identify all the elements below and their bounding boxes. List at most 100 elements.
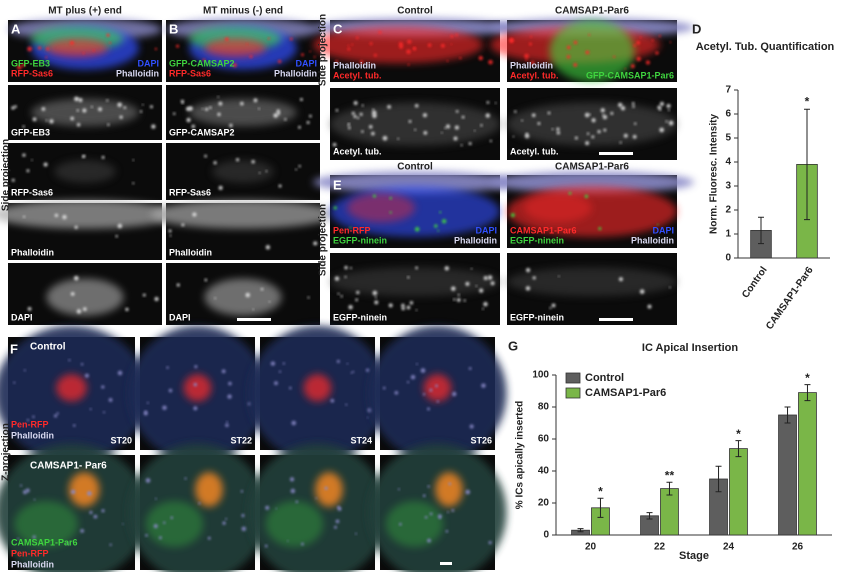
signal-dot <box>309 50 311 53</box>
signal-dot <box>610 111 614 115</box>
signal-dot <box>568 191 572 195</box>
signal-dot <box>446 59 449 62</box>
signal-dot <box>651 39 654 42</box>
signal-dot <box>270 361 276 366</box>
signal-dot <box>470 267 473 270</box>
signal-dot <box>198 502 201 505</box>
signal-dot <box>208 106 212 109</box>
y-tick-label: 1 <box>725 229 731 240</box>
signal-dot <box>537 122 541 125</box>
signal-dot <box>666 103 671 109</box>
signal-dot <box>524 53 529 59</box>
signal-dot <box>70 489 76 495</box>
signal-dot <box>108 398 113 402</box>
signal-dot <box>374 296 377 299</box>
signal-dot <box>11 106 15 110</box>
signal-dot <box>480 124 483 127</box>
label: GFP-CAMSAP1-Par6 <box>586 70 674 80</box>
signal-dot <box>482 307 484 310</box>
signal-dot <box>66 542 70 545</box>
micrograph-signal <box>0 325 148 462</box>
error-bar <box>715 465 722 493</box>
signal-dot <box>27 46 32 52</box>
label: Acetyl. tub. <box>333 146 382 156</box>
x-axis-label: Stage <box>679 550 709 562</box>
signal-glow <box>150 200 336 229</box>
signal-dot <box>299 98 303 101</box>
signal-dot <box>481 383 486 388</box>
signal-dot <box>330 398 335 403</box>
legend-label: CAMSAP1-Par6 <box>585 387 666 399</box>
legend-label: Control <box>585 372 624 384</box>
signal-dot <box>486 101 490 104</box>
signal-dot <box>669 41 672 44</box>
signal-dot <box>298 164 301 168</box>
micrograph-signal <box>313 171 517 238</box>
signal-dot <box>109 41 112 44</box>
signal-dot <box>397 137 400 140</box>
signal-dot <box>355 532 357 535</box>
signal-dot <box>478 55 483 61</box>
signal-glow <box>212 160 274 183</box>
signal-dot <box>558 275 560 278</box>
signal-dot <box>16 64 22 70</box>
signal-dot <box>119 115 123 119</box>
label: CAMSAP1-Par6 <box>555 162 629 173</box>
signal-dot <box>490 281 495 286</box>
signal-dot <box>489 139 493 143</box>
signal-dot <box>408 120 412 123</box>
label: Phalloidin <box>274 68 317 78</box>
micrograph-signal <box>166 18 320 70</box>
signal-dot <box>450 286 456 291</box>
y-tick-label: 4 <box>725 157 731 168</box>
signal-dot <box>132 182 135 185</box>
micrograph-signal <box>128 443 267 572</box>
y-tick-label: 60 <box>538 434 550 445</box>
signal-dot <box>335 519 340 524</box>
signal-dot <box>252 308 255 311</box>
signal-dot <box>494 102 497 104</box>
signal-dot <box>409 301 414 305</box>
signal-dot <box>32 117 37 122</box>
signal-dot <box>19 484 23 487</box>
y-tick-label: 0 <box>725 253 731 264</box>
chart-title: IC Apical Insertion <box>642 342 738 354</box>
signal-dot <box>394 390 399 395</box>
label: ST26 <box>470 435 492 445</box>
signal-dot <box>240 101 244 106</box>
signal-dot <box>235 158 240 162</box>
signal-dot <box>184 477 187 480</box>
signal-dot <box>337 505 340 509</box>
signal-dot <box>659 127 665 133</box>
legend-swatch <box>565 372 581 384</box>
label: Phalloidin <box>11 559 54 569</box>
signal-dot <box>217 112 221 117</box>
signal-dot <box>591 135 595 139</box>
y-tick-label: 20 <box>538 498 550 509</box>
signal-dot <box>636 56 641 62</box>
signal-dot <box>414 226 420 232</box>
signal-dot <box>514 110 517 113</box>
signal-dot <box>344 275 347 279</box>
x-tick-label: Control <box>740 265 770 301</box>
signal-glow <box>183 374 212 402</box>
label: EGFP-ninein <box>333 312 387 322</box>
signal-dot <box>260 287 264 291</box>
signal-dot <box>639 36 642 39</box>
label: Phalloidin <box>116 68 159 78</box>
signal-dot <box>258 107 261 110</box>
signal-dot <box>530 60 535 65</box>
signal-dot <box>412 47 417 51</box>
signal-dot <box>80 528 85 533</box>
signal-dot <box>422 494 426 498</box>
signal-dot <box>241 526 247 532</box>
signal-dot <box>106 33 110 37</box>
signal-dot <box>46 47 50 51</box>
signal-dot <box>479 288 484 293</box>
signal-dot <box>488 59 493 65</box>
signal-dot <box>313 55 316 58</box>
signal-dot <box>149 105 153 109</box>
signal-dot <box>459 57 462 60</box>
signal-dot <box>201 108 204 110</box>
